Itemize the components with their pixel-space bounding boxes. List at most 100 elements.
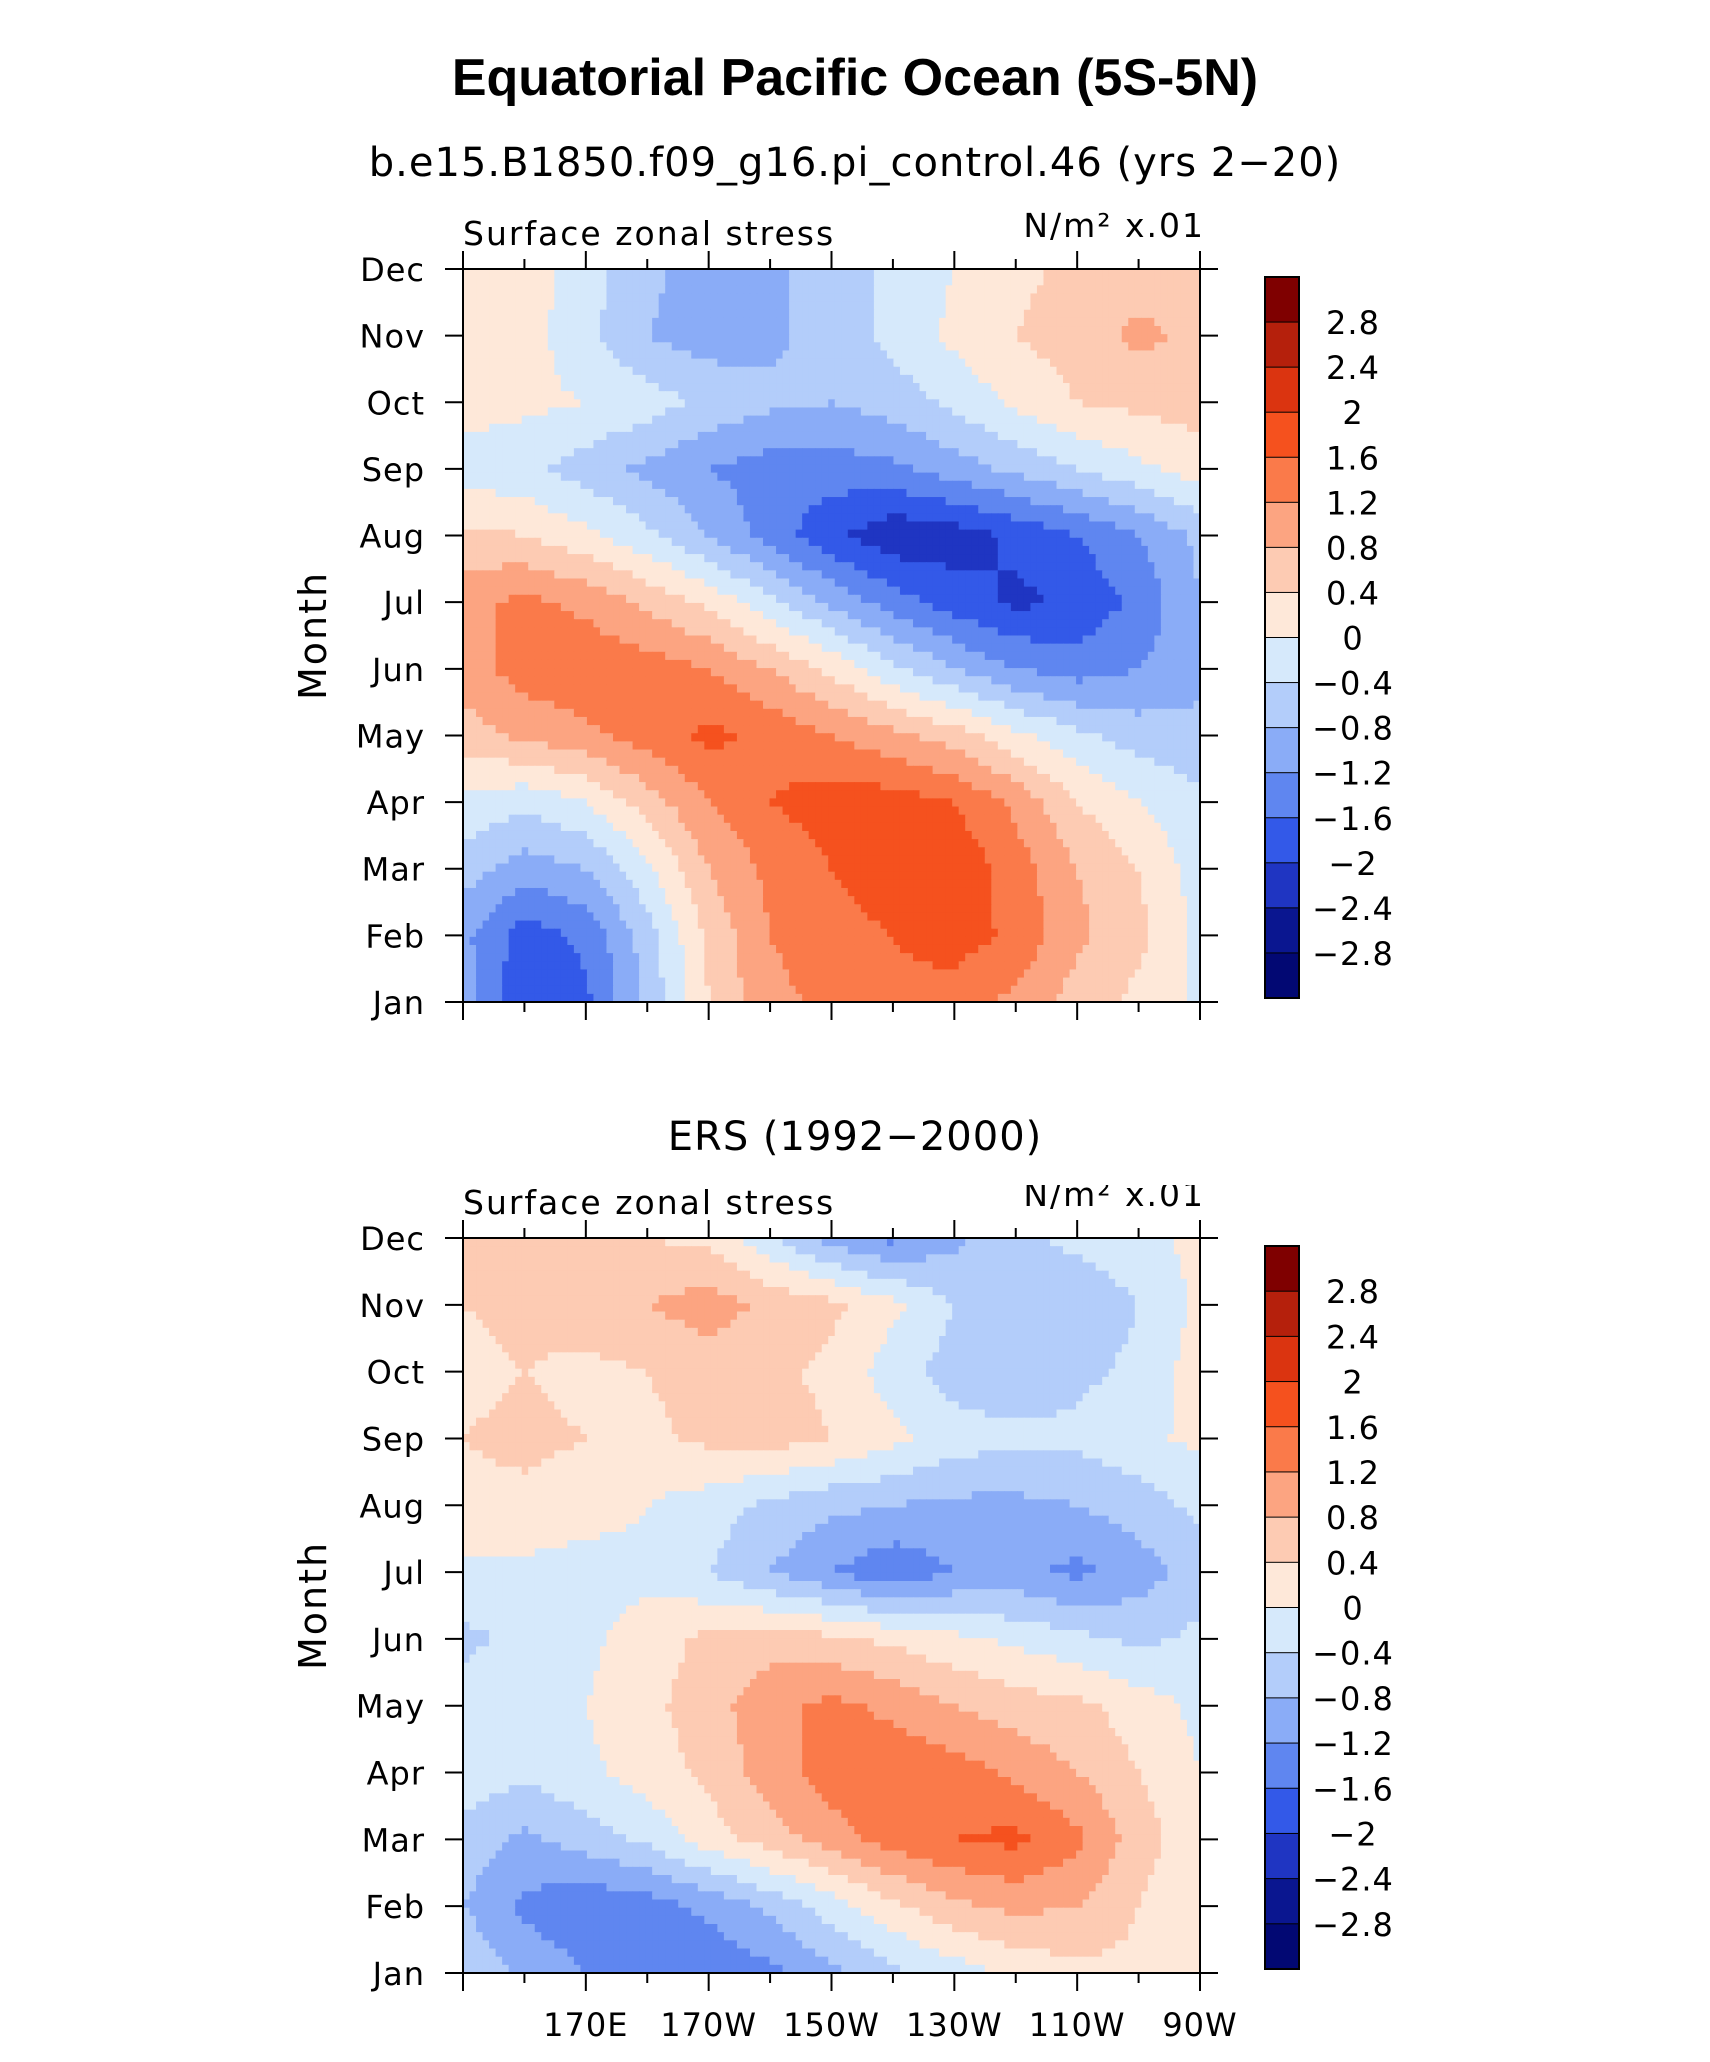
heatmap-cell [860,407,868,417]
heatmap-cell [834,578,842,588]
heatmap-cell [899,562,908,571]
heatmap-cell [619,513,627,523]
heatmap-cell [541,342,549,352]
heatmap-cell [1049,334,1058,343]
heatmap-cell [736,448,745,457]
heatmap-cell [534,578,542,588]
heatmap-cell [919,415,927,425]
heatmap-cell [815,602,823,612]
heatmap-cell [1134,570,1142,580]
heatmap-cell [873,602,882,612]
heatmap-cell [1154,545,1162,555]
heatmap-cell [1076,301,1084,311]
heatmap-cell [906,431,914,441]
heatmap-cell [586,521,595,531]
heatmap-cell [1063,594,1071,604]
heatmap-cell [1043,505,1051,514]
heatmap-cell [632,602,640,612]
heatmap-cell [684,350,692,360]
heatmap-cell [1102,358,1110,368]
heatmap-cell [880,480,888,490]
heatmap-cell [1160,480,1168,490]
heatmap-cell [984,374,992,384]
heatmap-cell [606,529,614,539]
heatmap-cell [684,554,692,563]
heatmap-cell [984,578,992,588]
heatmap-cell [632,358,640,368]
heatmap-cell [639,317,647,327]
heatmap-cell [873,383,882,392]
heatmap-cell [952,602,960,612]
heatmap-cell [880,391,888,400]
heatmap-cell [1134,440,1142,449]
heatmap-cell [658,285,666,295]
heatmap-cell [945,570,953,580]
heatmap-cell [913,440,921,449]
heatmap-cell [1180,448,1188,457]
heatmap-cell [613,529,621,539]
heatmap-cell [782,285,790,295]
heatmap-cell [1069,423,1077,433]
heatmap-cell [528,627,536,637]
heatmap-cell [1076,285,1084,295]
heatmap-cell [984,529,992,539]
heatmap-cell [678,505,686,514]
heatmap-cell [606,448,614,457]
heatmap-cell [847,285,855,295]
heatmap-cell [658,423,666,433]
heatmap-cell [1193,602,1201,612]
heatmap-cell [678,448,686,457]
heatmap-cell [508,472,516,482]
heatmap-cell [886,285,895,295]
heatmap-cell [978,570,986,580]
heatmap-cell [1089,293,1097,303]
heatmap-cell [1160,554,1168,563]
heatmap-cell [776,342,784,352]
heatmap-cell [521,317,529,327]
heatmap-cell [1108,358,1116,368]
heatmap-cell [997,423,1005,433]
heatmap-cell [1180,513,1188,523]
heatmap-cell [847,350,855,360]
heatmap-cell [606,423,614,433]
heatmap-cell [873,309,882,319]
heatmap-cell [763,366,771,376]
heatmap-cell [1115,594,1123,604]
heatmap-cell [606,611,614,620]
heatmap-cell [691,350,699,360]
heatmap-cell [1186,358,1195,368]
heatmap-cell [613,301,621,311]
heatmap-cell [547,383,555,392]
heatmap-cell [606,285,614,295]
heatmap-cell [749,383,758,392]
heatmap-cell [554,269,562,278]
heatmap-cell [619,505,627,514]
heatmap-cell [730,366,738,376]
heatmap-cell [619,448,627,457]
heatmap-cell [1069,594,1077,604]
heatmap-cell [984,399,992,409]
heatmap-cell [939,366,947,376]
heatmap-cell [789,497,797,506]
heatmap-cell [756,391,764,400]
heatmap-cell [586,505,595,514]
heatmap-cell [899,488,908,498]
heatmap-cell [560,293,568,303]
heatmap-cell [476,399,484,409]
heatmap-cell [945,586,953,596]
heatmap-cell [1069,293,1077,303]
heatmap-cell [717,317,725,327]
heatmap-cell [1141,301,1149,311]
heatmap-cell [489,358,497,368]
heatmap-cell [880,293,888,303]
heatmap-cell [1076,309,1084,319]
heatmap-cell [639,554,647,563]
heatmap-cell [965,562,973,571]
heatmap-cell [508,293,516,303]
heatmap-cell [965,423,973,433]
heatmap-cell [502,488,510,498]
heatmap-cell [1147,350,1155,360]
heatmap-cell [723,285,731,295]
heatmap-cell [626,554,634,563]
heatmap-cell [1108,578,1116,588]
